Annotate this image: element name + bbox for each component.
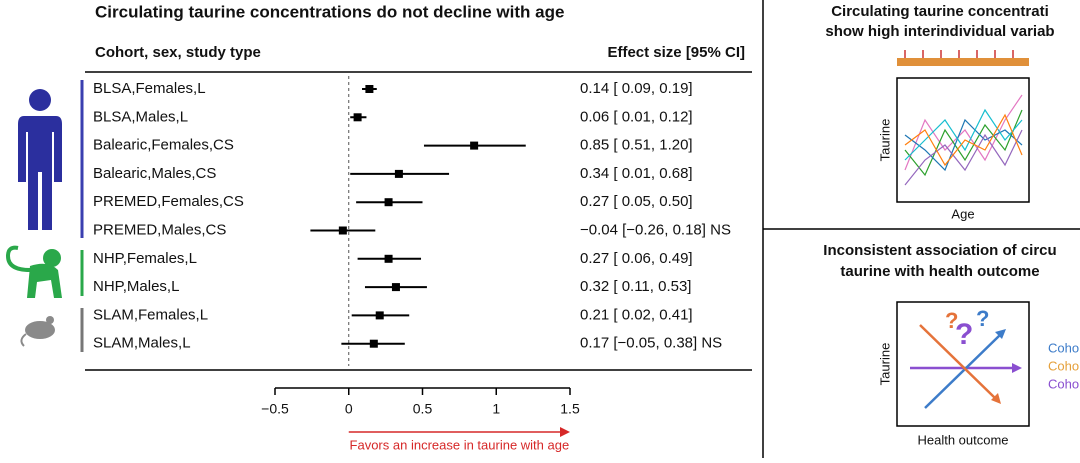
- effect-label: −0.04 [−0.26, 0.18] NS: [580, 221, 731, 238]
- row-label: NHP,Females,L: [93, 250, 197, 267]
- effect-label: 0.27 [ 0.05, 0.50]: [580, 193, 693, 210]
- row-label: PREMED,Males,CS: [93, 221, 226, 238]
- row-label: NHP,Males,L: [93, 278, 179, 295]
- x-tick-label: −0.5: [261, 401, 289, 417]
- effect-label: 0.17 [−0.05, 0.38] NS: [580, 335, 722, 352]
- point-estimate: [384, 254, 393, 263]
- point-estimate: [338, 226, 347, 235]
- panel-frame: [896, 301, 1030, 427]
- panel-title: taurine with health outcome: [840, 263, 1039, 280]
- question-mark: ?: [955, 318, 973, 351]
- axis-label: Age: [951, 206, 974, 221]
- point-estimate: [384, 198, 393, 207]
- annotation: Favors an increase in taurine with age: [350, 437, 570, 452]
- legend-entry: Coho: [1048, 358, 1079, 373]
- axis-label: Health outcome: [917, 432, 1008, 447]
- legend-entry: Coho: [1048, 340, 1079, 355]
- point-estimate: [369, 339, 378, 348]
- axis-label: Taurine: [877, 119, 892, 162]
- question-mark: ?: [945, 308, 958, 333]
- effect-label: 0.34 [ 0.01, 0.68]: [580, 165, 693, 182]
- point-estimate: [365, 85, 374, 93]
- panel-title: Inconsistent association of circu: [823, 242, 1056, 259]
- point-estimate: [394, 169, 403, 178]
- row-label: Balearic,Females,CS: [93, 137, 234, 154]
- x-tick-label: 1: [492, 401, 500, 417]
- annotation-arrowhead: [560, 427, 570, 437]
- x-tick-label: 1.5: [560, 401, 580, 417]
- effect-label: 0.06 [ 0.01, 0.12]: [580, 108, 693, 125]
- label-header: Cohort, sex, study type: [95, 44, 261, 61]
- human-icon: [18, 89, 62, 230]
- effect-label: 0.14 [ 0.09, 0.19]: [580, 80, 693, 97]
- point-estimate: [353, 113, 362, 122]
- point-estimate: [375, 311, 384, 320]
- value-header: Effect size [95% CI]: [607, 44, 745, 61]
- bar-strip: [897, 58, 1029, 66]
- effect-label: 0.21 [ 0.02, 0.41]: [580, 306, 693, 323]
- row-label: SLAM,Females,L: [93, 306, 208, 323]
- row-label: PREMED,Females,CS: [93, 193, 244, 210]
- panel-title: show high interindividual variab: [825, 23, 1054, 40]
- row-label: SLAM,Males,L: [93, 335, 191, 352]
- spaghetti-lines: [904, 94, 1023, 186]
- point-estimate: [470, 141, 479, 150]
- mouse-icon: [20, 316, 55, 347]
- panel-title: Circulating taurine concentrati: [831, 3, 1049, 20]
- monkey-icon: [5, 245, 62, 298]
- x-tick-label: 0.5: [413, 401, 433, 417]
- row-label: BLSA,Females,L: [93, 80, 206, 97]
- axis-label: Taurine: [877, 343, 892, 386]
- effect-label: 0.85 [ 0.51, 1.20]: [580, 137, 693, 154]
- x-tick-label: 0: [345, 401, 353, 417]
- row-label: BLSA,Males,L: [93, 108, 188, 125]
- question-mark: ?: [976, 306, 989, 331]
- chart-title: Circulating taurine concentrations do no…: [95, 2, 564, 21]
- panel-frame: [896, 77, 1030, 203]
- effect-label: 0.27 [ 0.06, 0.49]: [580, 250, 693, 267]
- point-estimate: [391, 283, 400, 292]
- row-label: Balearic,Males,CS: [93, 165, 216, 182]
- association-arrows: [910, 324, 1022, 409]
- effect-label: 0.32 [ 0.11, 0.53]: [580, 278, 691, 295]
- arrows: [904, 50, 1014, 58]
- legend-entry: Coho: [1048, 376, 1079, 391]
